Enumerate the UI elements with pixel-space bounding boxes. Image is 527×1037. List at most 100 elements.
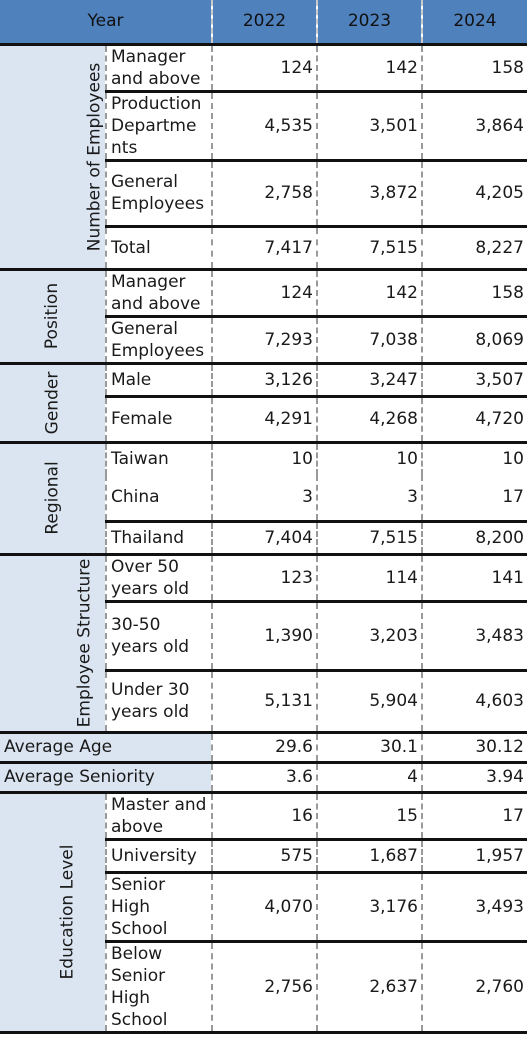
table-row: Under 30 years old 5,131 5,904 4,603 (0, 670, 527, 732)
table-row: University 575 1,687 1,957 (0, 839, 527, 872)
cell-value: 1,957 (475, 845, 524, 866)
row-label: University (106, 839, 213, 872)
cell-value: 7,515 (317, 521, 423, 554)
row-label: Female (106, 396, 213, 442)
cell-value: 10 (502, 449, 524, 470)
cell-value: 17 (502, 487, 524, 508)
table-row: Total 7,417 7,515 8,227 (0, 226, 527, 269)
cell-value: 4 (317, 762, 423, 792)
table-row: Employee Structure Over 50 years old 123… (0, 554, 527, 732)
cell-value: 1,390 (212, 601, 318, 670)
cell-value: 5,131 (212, 670, 318, 732)
cell-value: 7,417 (212, 226, 318, 269)
row-label: Thailand (106, 521, 213, 554)
cell-value: 3.94 (486, 767, 524, 787)
row-label: Total (106, 226, 213, 269)
row-label: 30-50 years old (106, 601, 213, 670)
cell-value: 10 (212, 442, 318, 475)
table-row: Education Level Master and above 16 15 1… (0, 792, 527, 1032)
cell-value: 4,535 (212, 91, 318, 160)
cell-value: 1,687 (317, 839, 423, 872)
table-row: Average Seniority 3.6 4 3.94 (0, 762, 527, 792)
cell-value: 142 (317, 44, 423, 91)
cell-value: 7,515 (317, 226, 423, 269)
cell-value: 575 (212, 839, 318, 872)
cell-value: 3,501 (317, 91, 423, 160)
cell-value: 29.6 (212, 732, 318, 762)
cell-value: 30.1 (317, 732, 423, 762)
cell-value: 3,872 (317, 160, 423, 226)
category-education-level: Education Level (0, 792, 107, 1032)
cell-value: 7,038 (317, 316, 423, 363)
cell-value: 3,203 (317, 601, 423, 670)
cell-value: 3,247 (317, 363, 423, 396)
cell-value: 3,176 (317, 872, 423, 941)
cell-value: 16 (212, 792, 318, 839)
cell-value: 7,293 (212, 316, 318, 363)
cell-value: 17 (502, 805, 524, 826)
cell-value: 4,291 (212, 396, 318, 442)
table-row: China 3 3 17 (0, 475, 527, 521)
row-label: Senior High School (106, 872, 213, 941)
cell-value: 2,758 (212, 160, 318, 226)
cell-value: 8,069 (475, 329, 524, 350)
cell-value: 15 (317, 792, 423, 839)
year-header: Year (0, 0, 213, 44)
cell-value: 3,126 (212, 363, 318, 396)
table-row: Senior High School 4,070 3,176 3,493 (0, 872, 527, 941)
cell-value: 3,483 (475, 625, 524, 646)
cell-value: 141 (491, 567, 524, 588)
cell-value: 7,404 (212, 521, 318, 554)
row-label: Over 50 years old (106, 554, 213, 601)
cell-value: 3,507 (475, 369, 524, 390)
category-number-of-employees: Number of Employees (0, 44, 107, 269)
category-gender: Gender (0, 363, 107, 442)
cell-value: 124 (212, 44, 318, 91)
table-row: Production Departments 4,535 3,501 3,864 (0, 91, 527, 160)
table-row: General Employees 7,293 7,038 8,069 (0, 316, 527, 363)
category-employee-structure: Employee Structure (0, 554, 107, 732)
cell-value: 5,904 (317, 670, 423, 732)
category-regional: Regional (0, 442, 107, 554)
table-row: Average Age 29.6 30.1 30.12 (0, 732, 527, 762)
cell-value: 3 (212, 475, 318, 521)
row-label: Taiwan (106, 442, 213, 475)
cell-value: 3,493 (475, 896, 524, 917)
cell-value: 8,200 (475, 527, 524, 548)
category-position: Position (0, 269, 107, 363)
table-row: Below Senior High School 2,756 2,637 2,7… (0, 941, 527, 1032)
year-2022-header: 2022 (212, 0, 318, 44)
row-label: General Employees (106, 316, 213, 363)
table-row: Number of Employees Manager and above 12… (0, 44, 527, 269)
row-label: General Employees (106, 160, 213, 226)
year-2023-header: 2023 (317, 0, 423, 44)
cell-value: 10 (317, 442, 423, 475)
row-label: Manager and above (106, 44, 213, 91)
cell-value: 4,603 (475, 691, 524, 711)
row-label: Under 30 years old (106, 670, 213, 732)
cell-value: 4,070 (212, 872, 318, 941)
row-label: Master and above (106, 792, 213, 839)
cell-value: 114 (317, 554, 423, 601)
table-row: 30-50 years old 1,390 3,203 3,483 (0, 601, 527, 670)
row-label: China (106, 475, 213, 521)
row-label: Production Departments (106, 91, 213, 160)
cell-value: 8,227 (475, 237, 524, 258)
row-label: Below Senior High School (106, 941, 213, 1032)
cell-value: 3 (317, 475, 423, 521)
cell-value: 123 (212, 554, 318, 601)
cell-value: 158 (491, 57, 524, 78)
cell-value: 3.6 (212, 762, 318, 792)
year-2024-header: 2024 (422, 0, 527, 44)
cell-value: 3,864 (475, 115, 524, 136)
header-row: Year 2022 2023 2024 (0, 0, 527, 44)
cell-value: 142 (317, 269, 423, 316)
cell-value: 158 (491, 282, 524, 303)
cell-value: 124 (212, 269, 318, 316)
table-row: Position Manager and above 124 142 158 (0, 269, 527, 363)
cell-value: 2,756 (212, 941, 318, 1032)
table-row: Regional Taiwan 10 10 10 (0, 442, 527, 554)
average-age-label: Average Age (0, 732, 213, 762)
table-row: Thailand 7,404 7,515 8,200 (0, 521, 527, 554)
